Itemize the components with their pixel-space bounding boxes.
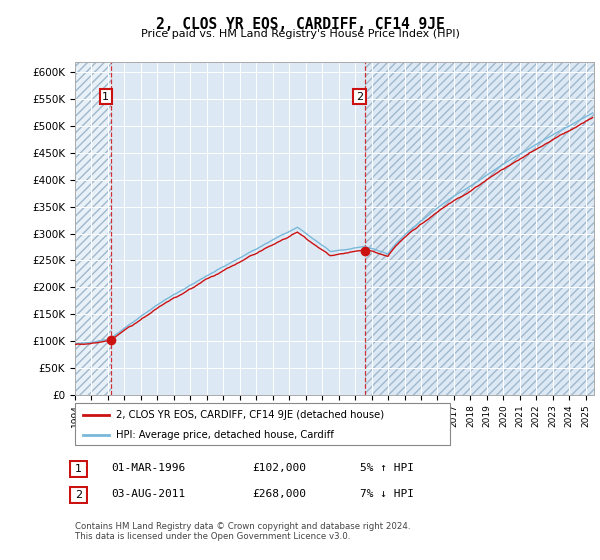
FancyBboxPatch shape [75,403,450,445]
FancyBboxPatch shape [70,461,87,477]
Text: Price paid vs. HM Land Registry's House Price Index (HPI): Price paid vs. HM Land Registry's House … [140,29,460,39]
Text: 01-MAR-1996: 01-MAR-1996 [111,463,185,473]
FancyBboxPatch shape [70,487,87,503]
Bar [75,62,111,395]
Text: HPI: Average price, detached house, Cardiff: HPI: Average price, detached house, Card… [116,430,334,440]
Text: 7% ↓ HPI: 7% ↓ HPI [360,489,414,499]
Text: £102,000: £102,000 [252,463,306,473]
Text: £268,000: £268,000 [252,489,306,499]
Bar [75,62,111,395]
Text: 1: 1 [75,464,82,474]
Text: 1: 1 [103,91,109,101]
Text: Contains HM Land Registry data © Crown copyright and database right 2024.
This d: Contains HM Land Registry data © Crown c… [75,522,410,542]
Text: 2: 2 [75,490,82,500]
Bar [365,62,594,395]
Bar [365,62,594,395]
Text: 2, CLOS YR EOS, CARDIFF, CF14 9JE: 2, CLOS YR EOS, CARDIFF, CF14 9JE [155,17,445,32]
Text: 2, CLOS YR EOS, CARDIFF, CF14 9JE (detached house): 2, CLOS YR EOS, CARDIFF, CF14 9JE (detac… [116,410,385,420]
Text: 03-AUG-2011: 03-AUG-2011 [111,489,185,499]
Text: 2: 2 [356,91,363,101]
Text: 5% ↑ HPI: 5% ↑ HPI [360,463,414,473]
